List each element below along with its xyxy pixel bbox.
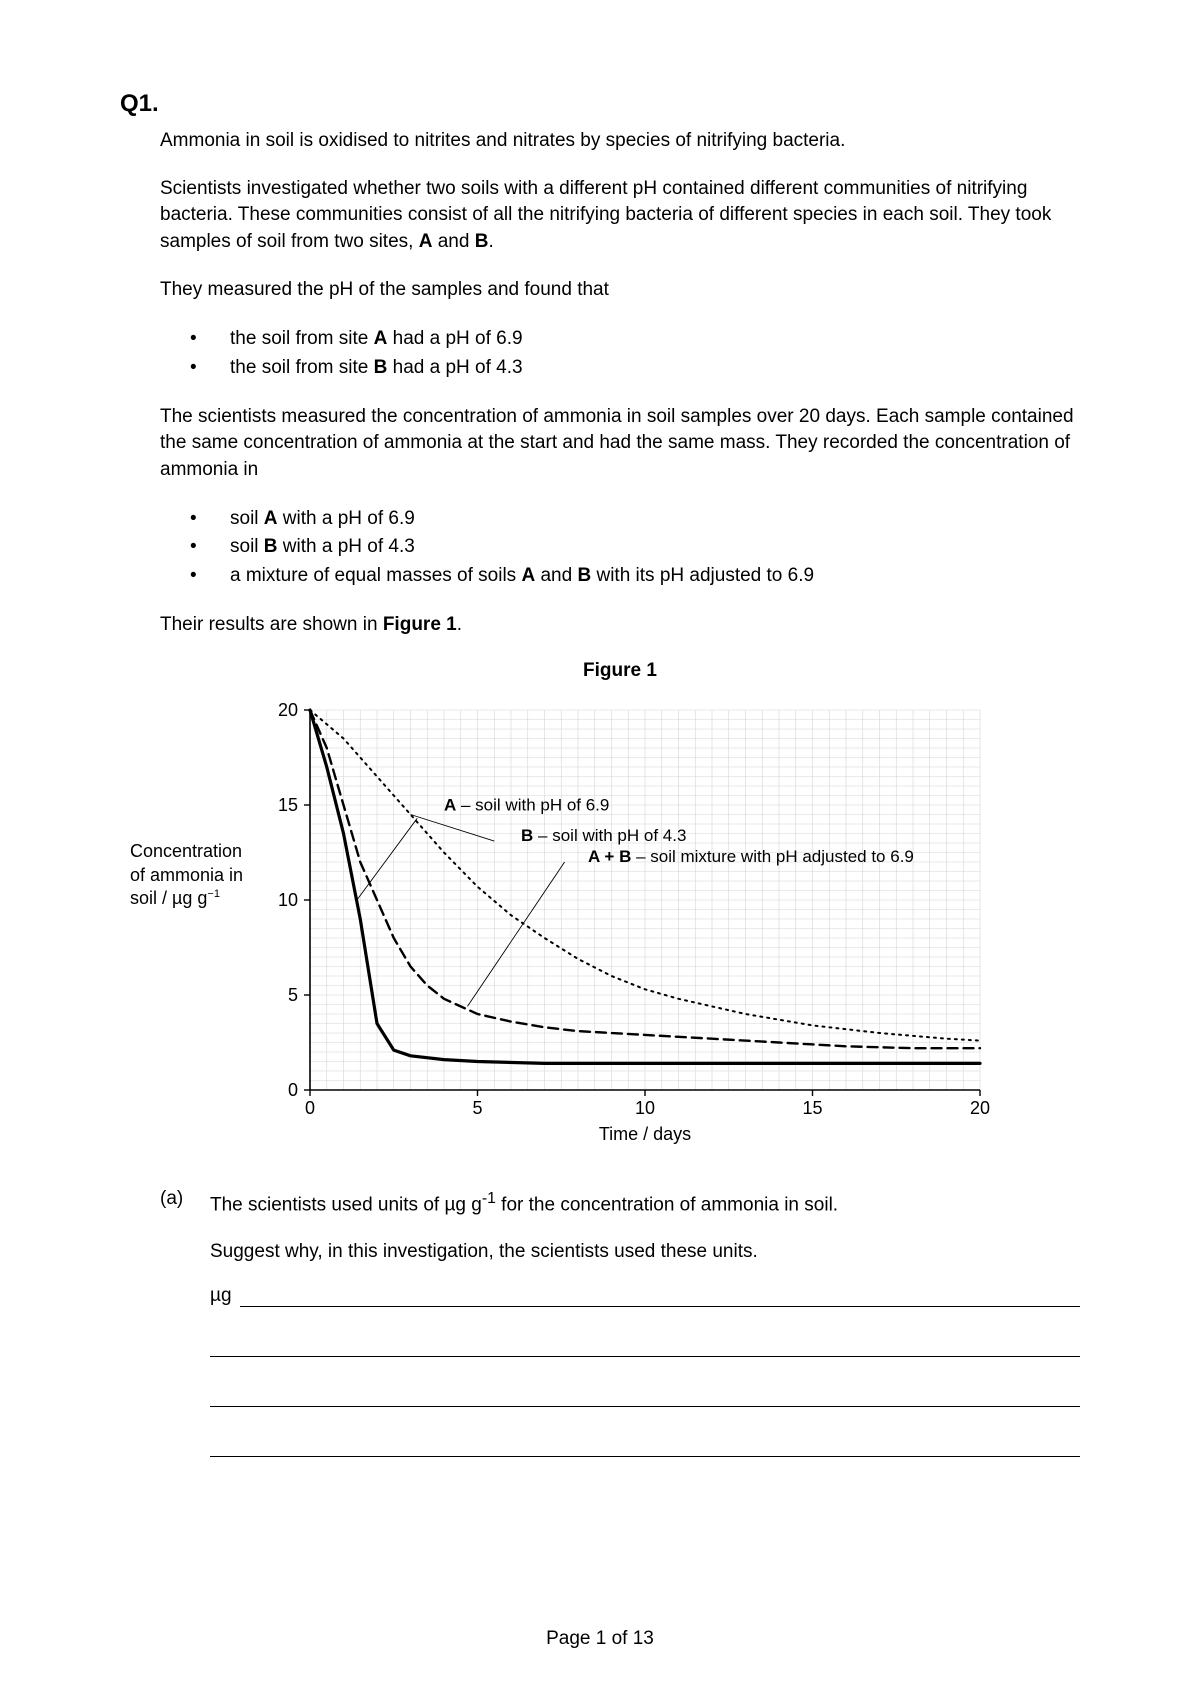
svg-text:5: 5 — [472, 1098, 482, 1118]
exam-page: Q1. Ammonia in soil is oxidised to nitri… — [0, 0, 1200, 1698]
part-a: (a) The scientists used units of µg g-1 … — [160, 1188, 1080, 1487]
answer-prefix: µg — [210, 1285, 232, 1307]
p2-end: . — [488, 231, 493, 252]
svg-text:A + B – soil mixture with pH a: A + B – soil mixture with pH adjusted to… — [588, 847, 914, 866]
p5-end: . — [457, 614, 462, 635]
svg-text:0: 0 — [305, 1098, 315, 1118]
figure-title: Figure 1 — [160, 660, 1080, 682]
ylab-2: of ammonia in — [130, 865, 243, 885]
pa-l1-pre: The scientists used units of µg g — [210, 1195, 482, 1216]
question-body: Ammonia in soil is oxidised to nitrites … — [160, 128, 1080, 1487]
part-a-text: The scientists used units of µg g-1 for … — [210, 1188, 1080, 1487]
svg-text:Time / days: Time / days — [599, 1124, 691, 1144]
figure-ref-bold: Figure 1 — [383, 614, 457, 635]
ylab-1: Concentration — [130, 841, 242, 861]
svg-text:B – soil with pH of 4.3: B – soil with pH of 4.3 — [521, 827, 686, 846]
bullet-item: the soil from site B had a pH of 4.3 — [160, 354, 1080, 383]
blank-line[interactable] — [210, 1387, 1080, 1407]
ylab-sup: −1 — [207, 888, 220, 900]
paragraph-ph-intro: They measured the pH of the samples and … — [160, 277, 1080, 303]
site-a-bold: A — [419, 231, 433, 252]
page-footer: Page 1 of 13 — [0, 1628, 1200, 1650]
bullet-item: a mixture of equal masses of soils A and… — [160, 562, 1080, 591]
pa-l1-sup: -1 — [482, 1190, 496, 1207]
figure-1-chart: Concentration of ammonia in soil / µg g−… — [130, 690, 1090, 1170]
blank-line[interactable] — [210, 1337, 1080, 1357]
answer-line-4 — [210, 1437, 1080, 1457]
svg-text:10: 10 — [635, 1098, 655, 1118]
bullet-list-soils: soil A with a pH of 6.9soil B with a pH … — [160, 505, 1080, 591]
svg-text:15: 15 — [278, 795, 298, 815]
p5-pre: Their results are shown in — [160, 614, 383, 635]
svg-text:15: 15 — [802, 1098, 822, 1118]
paragraph-intro: Ammonia in soil is oxidised to nitrites … — [160, 128, 1080, 154]
chart-svg: 0510152005101520Time / daysA – soil with… — [130, 690, 1090, 1170]
bullet-item: soil A with a pH of 6.9 — [160, 505, 1080, 534]
paragraph-results: Their results are shown in Figure 1. — [160, 612, 1080, 638]
site-b-bold: B — [475, 231, 489, 252]
question-number: Q1. — [120, 90, 1080, 118]
svg-text:20: 20 — [278, 700, 298, 720]
svg-text:A – soil with pH of 6.9: A – soil with pH of 6.9 — [444, 796, 609, 815]
ylab-3: soil / µg g — [130, 888, 207, 908]
paragraph-method: The scientists measured the concentratio… — [160, 404, 1080, 483]
paragraph-investigation: Scientists investigated whether two soil… — [160, 176, 1080, 255]
answer-line-2 — [210, 1337, 1080, 1357]
p2-mid: and — [432, 231, 474, 252]
y-axis-label: Concentration of ammonia in soil / µg g−… — [130, 840, 290, 910]
svg-text:5: 5 — [288, 985, 298, 1005]
bullet-list-ph: the soil from site A had a pH of 6.9the … — [160, 325, 1080, 382]
bullet-item: the soil from site A had a pH of 6.9 — [160, 325, 1080, 354]
blank-line[interactable] — [210, 1437, 1080, 1457]
part-a-line1: The scientists used units of µg g-1 for … — [210, 1188, 1080, 1219]
part-a-label: (a) — [160, 1188, 210, 1487]
pa-l1-post: for the concentration of ammonia in soil… — [496, 1195, 838, 1216]
svg-text:20: 20 — [970, 1098, 990, 1118]
answer-line-3 — [210, 1387, 1080, 1407]
answer-line-1: µg — [210, 1285, 1080, 1307]
svg-text:0: 0 — [288, 1080, 298, 1100]
blank-line[interactable] — [240, 1287, 1080, 1307]
p2-text: Scientists investigated whether two soil… — [160, 178, 1051, 251]
part-a-line2: Suggest why, in this investigation, the … — [210, 1239, 1080, 1265]
bullet-item: soil B with a pH of 4.3 — [160, 533, 1080, 562]
